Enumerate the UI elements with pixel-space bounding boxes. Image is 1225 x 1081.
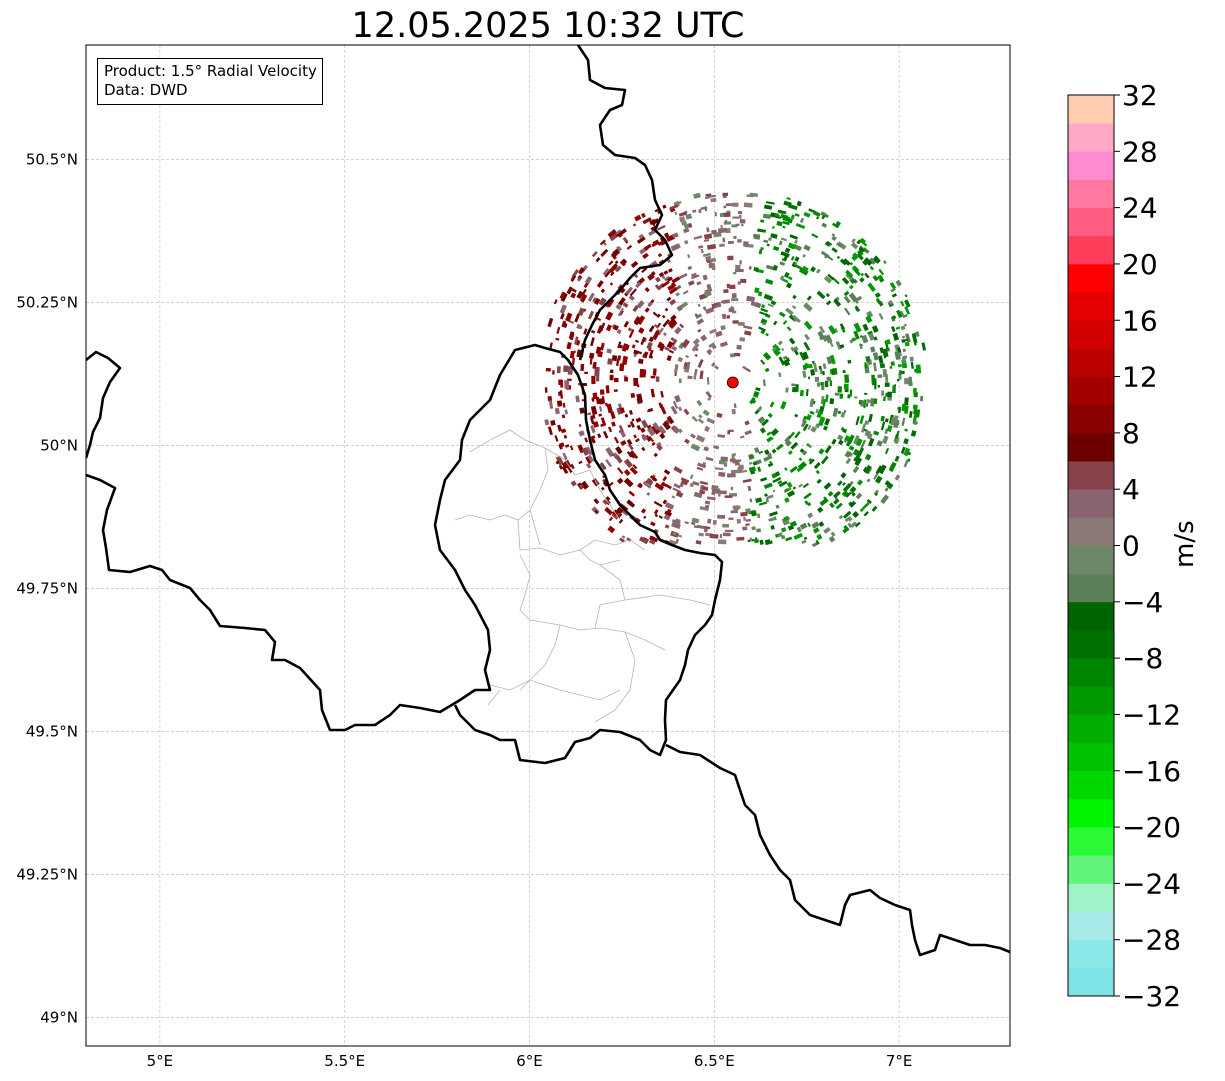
lat-tick-label: 49.5°N: [26, 722, 78, 740]
colorbar-segment: [1068, 658, 1114, 687]
colorbar-segment: [1068, 461, 1114, 490]
colorbar-tick-label: 20: [1122, 248, 1158, 281]
lat-tick-label: 49.75°N: [16, 579, 78, 597]
radar-velocity-echoes: [544, 192, 927, 548]
colorbar-segment: [1068, 770, 1114, 800]
lon-tick-label: 7°E: [886, 1052, 913, 1070]
canton-boundaries: [454, 429, 711, 723]
colorbar-segment: [1068, 545, 1114, 575]
colorbar-tick-label: −8: [1122, 642, 1163, 675]
data-source-label: Data: DWD: [104, 81, 188, 99]
colorbar-tick-label: −12: [1122, 698, 1181, 731]
colorbar-tick-label: 16: [1122, 304, 1158, 337]
colorbar-tick-label: −16: [1122, 755, 1181, 788]
lon-tick-label: 5.5°E: [324, 1052, 365, 1070]
colorbar-tick-label: 8: [1122, 417, 1140, 450]
colorbar-tick-label: −20: [1122, 811, 1181, 844]
lat-tick-label: 50.5°N: [26, 150, 78, 168]
lat-tick-label: 49.25°N: [16, 865, 78, 883]
gridlines: [86, 45, 1010, 1046]
colorbar-segment: [1068, 95, 1114, 124]
colorbar-segment: [1068, 179, 1114, 209]
product-label: Product: 1.5° Radial Velocity: [104, 62, 317, 80]
colorbar-tick-label: −28: [1122, 924, 1181, 957]
colorbar-segment: [1068, 686, 1114, 715]
colorbar-segment: [1068, 432, 1114, 462]
colorbar-segment: [1068, 629, 1114, 659]
radar-site-marker: [726, 376, 739, 389]
colorbar-segment: [1068, 714, 1114, 743]
colorbar-segment: [1068, 123, 1114, 152]
colorbar-segment: [1068, 292, 1114, 321]
colorbar-segment: [1068, 798, 1114, 828]
colorbar-segment: [1068, 883, 1114, 912]
colorbar-unit-label: m/s: [1170, 520, 1200, 568]
colorbar-segment: [1068, 855, 1114, 884]
colorbar-tick-label: −24: [1122, 867, 1181, 900]
colorbar-tick-label: 0: [1122, 530, 1140, 563]
colorbar-segment: [1068, 376, 1114, 406]
colorbar-tick-label: −4: [1122, 586, 1163, 619]
colorbar-tick-label: 28: [1122, 135, 1158, 168]
colorbar-segment: [1068, 517, 1114, 546]
colorbar-tick-label: 32: [1122, 79, 1158, 112]
colorbar-segment: [1068, 827, 1114, 856]
colorbar-tick-label: 12: [1122, 361, 1158, 394]
colorbar-segment: [1068, 967, 1114, 997]
colorbar-segment: [1068, 207, 1114, 237]
colorbar-segment: [1068, 911, 1114, 941]
colorbar-segment: [1068, 939, 1114, 969]
latitude-tick-labels: 49°N 49.25°N 49.5°N 49.75°N 50°N 50.25°N 50.5°…: [16, 150, 78, 1026]
lat-tick-label: 49°N: [40, 1008, 78, 1026]
longitude-tick-labels: 5°E 5.5°E 6°E 6.5°E 7°E: [147, 1052, 913, 1070]
colorbar-segment: [1068, 404, 1114, 434]
lon-tick-label: 6.5°E: [694, 1052, 735, 1070]
colorbar-segment: [1068, 601, 1114, 631]
colorbar-segment: [1068, 263, 1114, 293]
lon-tick-label: 5°E: [147, 1052, 174, 1070]
colorbar-segment: [1068, 489, 1114, 518]
colorbar-segment: [1068, 742, 1114, 772]
colorbar: 32 28 24 20 16 12 8 4 0 −4 −8 −12 −16 −20 −24 −28 −32: [1067, 79, 1181, 1013]
lat-tick-label: 50°N: [40, 436, 78, 454]
colorbar-segment: [1068, 320, 1114, 349]
colorbar-segment: [1068, 348, 1114, 377]
lon-tick-label: 6°E: [516, 1052, 543, 1070]
lat-tick-label: 50.25°N: [16, 293, 78, 311]
colorbar-segment: [1068, 235, 1114, 265]
colorbar-segment: [1068, 151, 1114, 180]
product-info-box: Product: 1.5° Radial Velocity Data: DWD: [97, 58, 323, 105]
national-borders: [86, 45, 1010, 957]
map-title: 12.05.2025 10:32 UTC: [351, 6, 745, 46]
colorbar-segment: [1068, 573, 1114, 603]
colorbar-tick-label: −32: [1122, 980, 1181, 1013]
colorbar-tick-label: 24: [1122, 192, 1158, 225]
map-frame: [85, 44, 1011, 1047]
colorbar-tick-label: 4: [1122, 473, 1140, 506]
